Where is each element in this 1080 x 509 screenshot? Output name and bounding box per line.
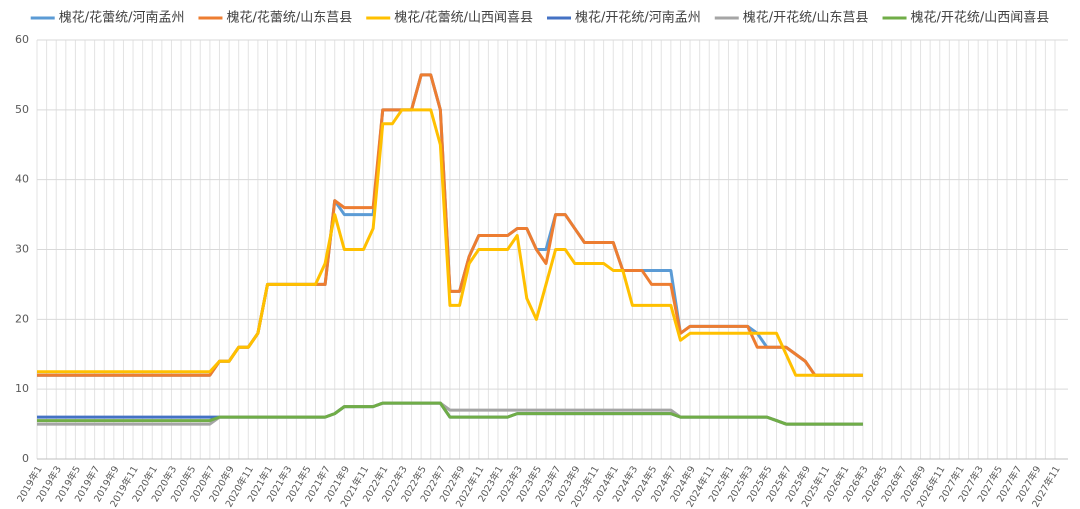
legend-label: 槐花/开花统/山西闻喜县	[911, 10, 1050, 26]
y-tick-label: 50	[15, 103, 29, 116]
y-tick-label: 0	[22, 452, 29, 465]
legend: 槐花/花蕾统/河南孟州 槐花/花蕾统/山东莒县 槐花/花蕾统/山西闻喜县 槐花/开花统…	[30, 10, 1050, 26]
legend-label: 槐花/花蕾统/山西闻喜县	[394, 10, 533, 26]
series-line	[37, 108, 863, 377]
legend-label: 槐花/花蕾统/山东莒县	[226, 10, 352, 26]
series-line	[37, 401, 863, 426]
y-tick-label: 30	[15, 243, 29, 256]
y-tick-label: 60	[15, 33, 29, 46]
y-tick-label: 40	[15, 173, 29, 186]
y-tick-label: 20	[15, 312, 29, 325]
legend-label: 槐花/花蕾统/河南孟州	[59, 10, 185, 26]
y-tick-label: 10	[15, 382, 29, 395]
legend-label: 槐花/开花统/河南孟州	[575, 10, 701, 26]
legend-label: 槐花/开花统/山东莒县	[743, 10, 869, 26]
